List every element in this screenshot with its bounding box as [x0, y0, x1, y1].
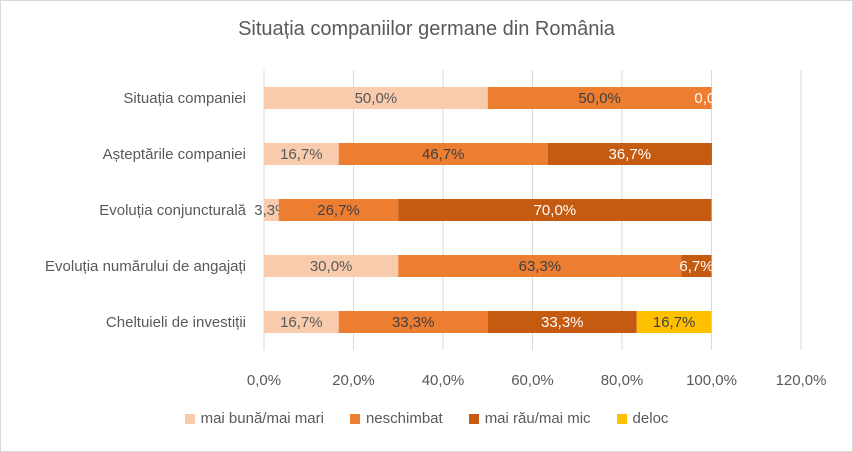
bar-segment: [264, 143, 339, 165]
bar-segment: [338, 143, 548, 165]
data-label: 36,7%: [609, 146, 652, 163]
category-label: Evoluția numărului de angajați: [45, 258, 246, 275]
bar-segment: [264, 255, 399, 277]
data-label: 70,0%: [534, 202, 577, 219]
chart-legend: mai bună/mai mari neschimbat mai rău/mai m…: [0, 410, 853, 427]
legend-item: mai bună/mai mari: [184, 410, 324, 427]
data-label: 30,0%: [310, 258, 353, 275]
data-label: 0,0%: [694, 90, 728, 107]
bar-segment: [398, 255, 682, 277]
legend-swatch: [349, 413, 360, 424]
bar-segment: [398, 199, 712, 221]
bar-segment: [636, 311, 712, 333]
data-label: 16,7%: [280, 146, 323, 163]
x-tick-label: 80,0%: [601, 372, 644, 389]
legend-swatch: [468, 413, 479, 424]
data-label: 16,7%: [280, 314, 323, 331]
legend-item: deloc: [616, 410, 669, 427]
data-label: 33,3%: [541, 314, 584, 331]
category-label: Cheltuieli de investiții: [106, 314, 246, 331]
bar-segment: [487, 311, 637, 333]
x-tick-label: 120,0%: [776, 372, 827, 389]
data-label: 46,7%: [422, 146, 465, 163]
bar-segment: [487, 87, 712, 109]
bar-segment: [338, 311, 488, 333]
data-label: 50,0%: [578, 90, 621, 107]
legend-label: deloc: [632, 410, 669, 427]
legend-label: mai bună/mai mari: [200, 410, 324, 427]
legend-label: mai rău/mai mic: [484, 410, 591, 427]
data-label: 26,7%: [317, 202, 360, 219]
chart-title: Situația companiilor germane din România: [238, 18, 615, 40]
data-label: 33,3%: [392, 314, 435, 331]
category-label: Așteptările companiei: [103, 146, 246, 163]
data-label: 16,7%: [653, 314, 696, 331]
data-label: 63,3%: [519, 258, 562, 275]
bar-segment: [264, 311, 339, 333]
bar-segment: [278, 199, 399, 221]
category-label: Situația companiei: [123, 90, 246, 107]
data-label: 6,7%: [679, 258, 713, 275]
legend-swatch: [616, 413, 627, 424]
x-tick-label: 100,0%: [686, 372, 737, 389]
bar-segment: [681, 255, 712, 277]
data-label: 50,0%: [355, 90, 398, 107]
x-tick-label: 20,0%: [332, 372, 375, 389]
category-label: Evoluția conjuncturală: [99, 202, 246, 219]
x-tick-label: 40,0%: [422, 372, 465, 389]
bar-segment: [264, 199, 279, 221]
legend-item: mai rău/mai mic: [468, 410, 591, 427]
bar-segment: [264, 87, 488, 109]
legend-item: neschimbat: [349, 410, 443, 427]
bar-segment: [547, 143, 712, 165]
legend-label: neschimbat: [365, 410, 443, 427]
x-tick-label: 0,0%: [247, 372, 281, 389]
x-tick-label: 60,0%: [511, 372, 554, 389]
legend-swatch: [184, 413, 195, 424]
